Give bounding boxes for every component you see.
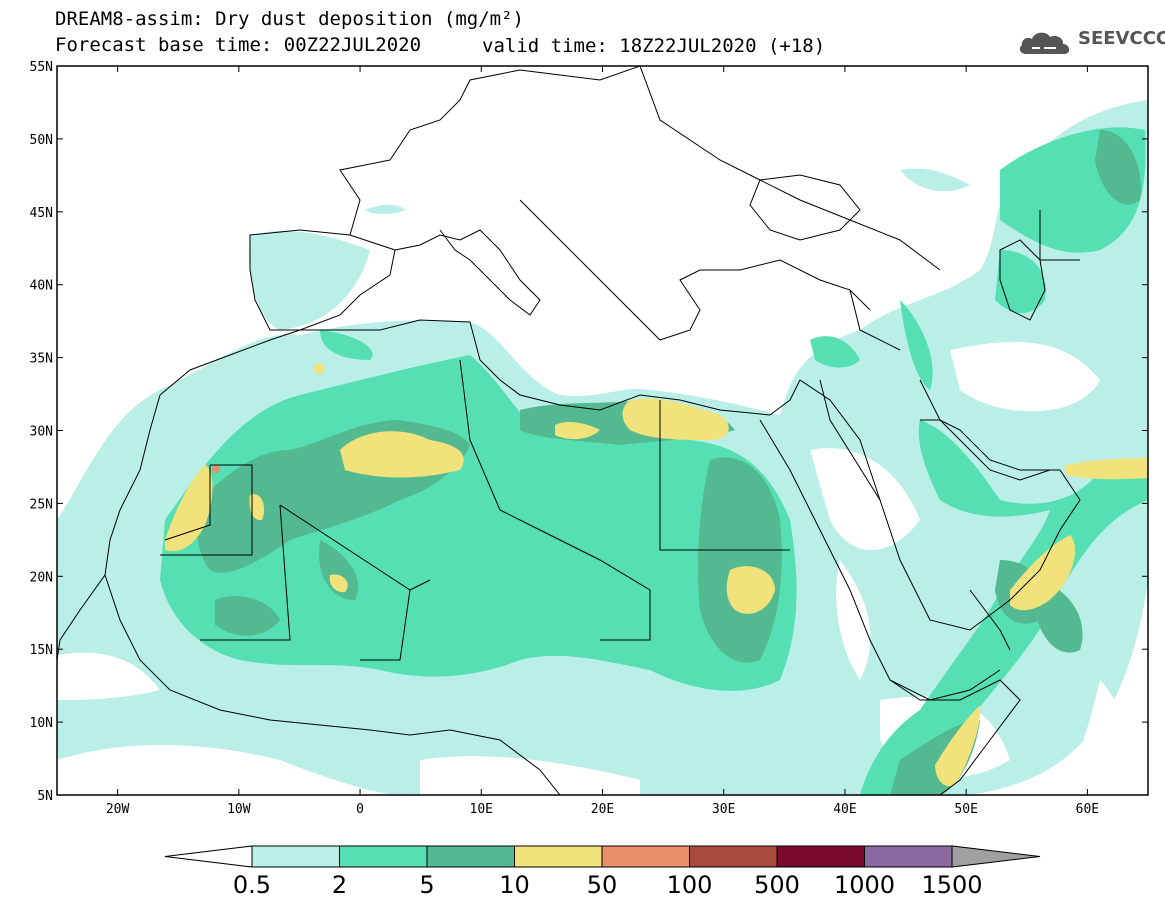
- colorbar-level-label: 1000: [834, 871, 895, 899]
- lon-label: 20E: [591, 802, 614, 817]
- lon-label: 10E: [470, 802, 493, 817]
- lat-label: 15N: [30, 643, 53, 658]
- lon-label: 40E: [833, 802, 856, 817]
- lat-label: 10N: [30, 716, 53, 731]
- colorbar-box: [864, 845, 953, 868]
- latitude-axis: 55N 50N 45N 40N 35N 30N 25N 20N 15N 10N 5N: [30, 60, 1148, 804]
- lon-label: 10W: [227, 802, 251, 817]
- valid-time: valid time: 18Z22JUL2020 (+18): [482, 35, 826, 57]
- colorbar-box: [251, 845, 340, 868]
- colorbar-box: [339, 845, 428, 868]
- dust-field: [57, 100, 1148, 795]
- colorbar-box: [426, 845, 515, 868]
- lon-label: 50E: [954, 802, 977, 817]
- colorbar-under-arrow: [164, 845, 253, 868]
- lat-label: 20N: [30, 570, 53, 585]
- lat-label: 30N: [30, 425, 53, 440]
- colorbar-level-label: 50: [587, 871, 618, 899]
- lon-label: 30E: [712, 802, 735, 817]
- coastlines: [57, 66, 1081, 795]
- lat-label: 40N: [30, 279, 53, 294]
- lat-label: 45N: [30, 206, 53, 221]
- colorbar-level-label: 0.5: [233, 871, 271, 899]
- colorbar-box: [514, 845, 603, 868]
- colorbar-level-label: 5: [419, 871, 434, 899]
- colorbar-box: [776, 845, 865, 868]
- lat-label: 5N: [37, 789, 53, 804]
- colorbar-level-label: 10: [499, 871, 530, 899]
- colorbar-box: [601, 845, 690, 868]
- lat-label: 25N: [30, 497, 53, 512]
- lat-label: 35N: [30, 352, 53, 367]
- cloud-icon: [1019, 32, 1070, 54]
- map-title: DREAM8-assim: Dry dust deposition (mg/m²…: [55, 8, 524, 30]
- colorbar-level-label: 1500: [921, 871, 982, 899]
- longitude-axis: 20W 10W 0 10E 20E 30E 40E 50E 60E: [106, 66, 1099, 817]
- colorbar-level-label: 100: [667, 871, 713, 899]
- lon-label: 20W: [106, 802, 130, 817]
- colorbar-box: [689, 845, 778, 868]
- forecast-base-time: Forecast base time: 00Z22JUL2020: [55, 34, 422, 56]
- lat-label: 50N: [30, 133, 53, 148]
- colorbar-over-arrow: [951, 845, 1041, 868]
- colorbar-level-label: 500: [754, 871, 800, 899]
- colorbar-level-label: 2: [332, 871, 347, 899]
- colorbar: 0.5 2 5 10 50 100 500 1000 1500: [164, 845, 1041, 899]
- lat-label: 55N: [30, 60, 53, 75]
- logo-text: SEEVCCC: [1078, 28, 1165, 49]
- seevccc-logo: SEEVCCC: [1018, 28, 1165, 58]
- lon-label: 0: [356, 802, 364, 817]
- lon-label: 60E: [1076, 802, 1099, 817]
